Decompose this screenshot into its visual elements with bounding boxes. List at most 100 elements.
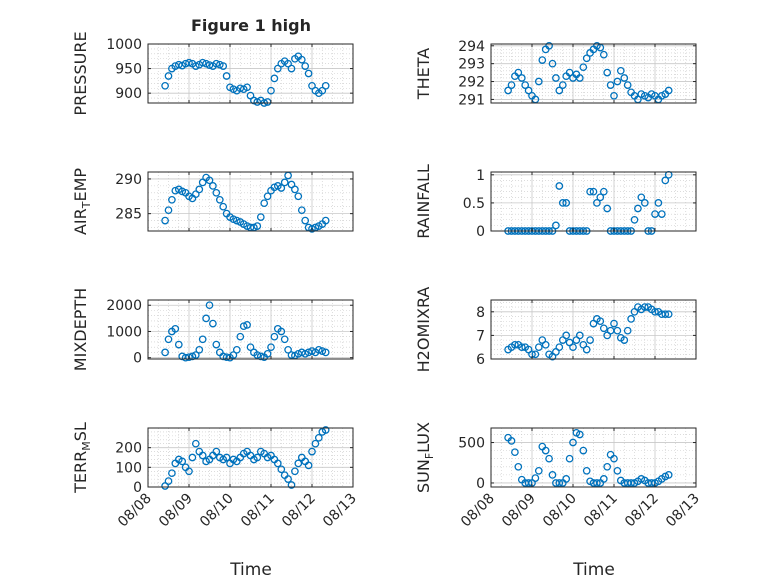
axes-box — [147, 43, 354, 104]
data-point — [593, 199, 601, 207]
data-point — [555, 343, 564, 352]
data-point — [616, 66, 625, 75]
data-point — [664, 471, 673, 479]
data-point — [277, 327, 286, 336]
data-point — [647, 479, 656, 487]
axes-box — [490, 427, 697, 488]
data-point — [555, 86, 564, 95]
data-point — [603, 204, 612, 213]
data-point — [202, 314, 210, 323]
data-point — [575, 331, 584, 340]
axes-box — [147, 427, 354, 488]
data-point — [511, 340, 519, 349]
data-point — [613, 326, 622, 335]
data-point — [514, 462, 523, 471]
data-point — [212, 340, 221, 349]
data-point — [586, 336, 594, 344]
data-point — [168, 469, 176, 478]
x-tick-label: 08/11 — [238, 491, 278, 531]
data-point — [222, 72, 231, 80]
data-point — [270, 74, 279, 83]
data-point — [555, 182, 564, 190]
y-tick-label: 8 — [476, 305, 485, 321]
data-point — [198, 58, 207, 67]
data-point — [630, 215, 639, 224]
y-axis-label: PRESSURE — [71, 31, 90, 115]
data-point — [654, 199, 663, 207]
data-point — [291, 185, 299, 194]
data-point — [599, 324, 608, 333]
data-point — [243, 321, 251, 329]
data-point — [552, 74, 560, 82]
data-point — [191, 62, 200, 70]
data-point — [517, 343, 526, 352]
data-point — [273, 64, 282, 73]
data-point — [582, 345, 591, 354]
data-point — [569, 343, 577, 352]
data-point — [623, 326, 632, 335]
data-point — [164, 206, 173, 215]
data-point — [603, 462, 612, 471]
y-tick-label: 200 — [115, 441, 142, 457]
data-point — [164, 477, 173, 485]
x-tick-label: 08/08 — [458, 491, 498, 531]
data-point — [514, 68, 523, 77]
data-point — [511, 448, 519, 457]
y-tick-label: 6 — [476, 352, 485, 368]
y-tick-label: 900 — [115, 86, 142, 102]
data-point — [640, 303, 649, 311]
data-point — [164, 72, 173, 80]
data-point — [640, 199, 649, 207]
data-point — [304, 69, 313, 78]
data-point — [562, 199, 571, 207]
y-tick-label: 292 — [458, 75, 485, 91]
data-point — [524, 86, 533, 95]
y-tick-label: 100 — [115, 460, 142, 476]
data-point — [198, 451, 207, 460]
data-point — [664, 86, 673, 95]
data-point — [321, 216, 330, 225]
y-axis-label: SUNFLUX — [414, 422, 436, 493]
data-point — [620, 336, 629, 344]
data-point — [301, 62, 310, 70]
data-point — [297, 55, 306, 64]
x-tick-label: 08/09 — [499, 491, 539, 531]
x-tick-label: 08/12 — [622, 491, 662, 531]
data-point — [637, 193, 646, 202]
y-tick-label: 0.5 — [463, 196, 485, 212]
y-tick-label: 0 — [133, 480, 142, 496]
data-point — [280, 335, 289, 344]
data-series — [161, 171, 330, 233]
y-tick-label: 285 — [115, 207, 142, 223]
data-point — [209, 319, 217, 328]
data-point — [311, 439, 320, 448]
data-point — [198, 335, 207, 344]
axes-box — [147, 299, 354, 360]
data-point — [195, 185, 204, 194]
data-point — [161, 348, 169, 357]
data-point — [651, 307, 659, 316]
data-point — [504, 86, 512, 95]
y-axis-label: H2OMIXRA — [414, 287, 433, 373]
data-point — [517, 74, 526, 82]
data-point — [284, 345, 292, 354]
data-point — [205, 61, 214, 69]
y-tick-label: 500 — [458, 436, 485, 452]
data-point — [294, 192, 303, 201]
data-point — [256, 352, 265, 361]
data-point — [161, 81, 169, 90]
data-point — [164, 335, 173, 344]
subplot-bottom-left: 0 100 200 08/08 08/09 08/10 08/11 08/12 08/13 TER… — [71, 422, 360, 530]
data-point — [620, 74, 629, 82]
data-point — [627, 315, 635, 323]
data-point — [596, 193, 605, 202]
y-tick-label: 294 — [458, 39, 485, 55]
data-point — [534, 466, 543, 475]
data-point — [212, 59, 221, 68]
data-point — [253, 453, 262, 462]
data-point — [531, 350, 540, 359]
data-point — [596, 317, 605, 326]
data-point — [623, 81, 632, 89]
data-point — [599, 50, 608, 59]
